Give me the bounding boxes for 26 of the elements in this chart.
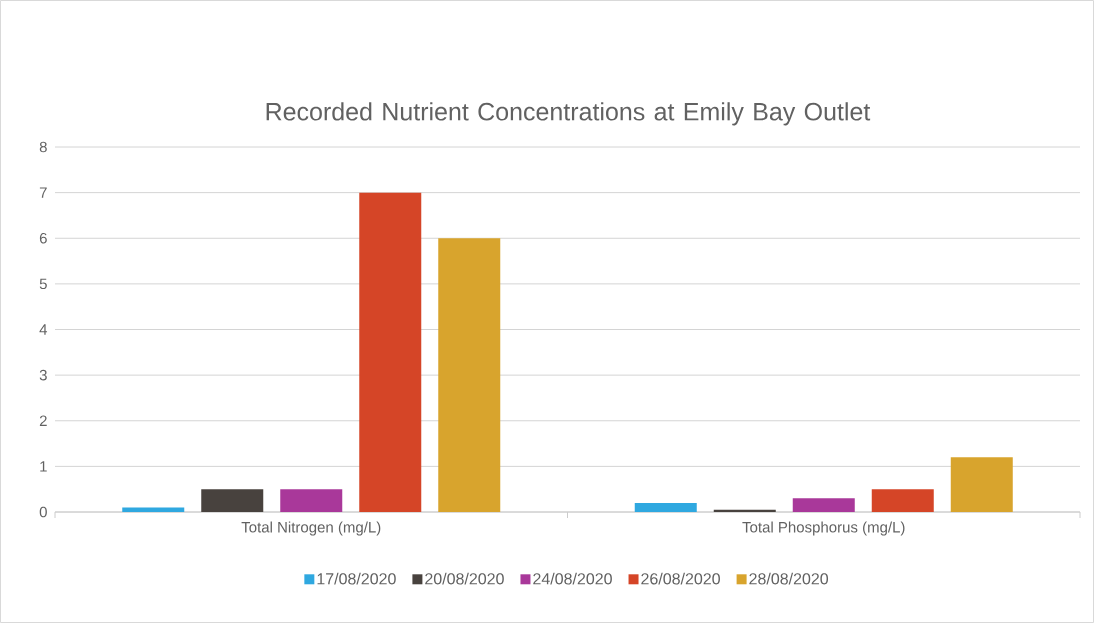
bar bbox=[122, 507, 185, 512]
y-tick-label: 4 bbox=[39, 324, 48, 335]
bar bbox=[280, 489, 343, 512]
bar bbox=[634, 502, 697, 512]
legend-label: 20/08/2020 bbox=[425, 572, 504, 585]
y-tick-label: 6 bbox=[39, 232, 47, 244]
y-tick-label: 2 bbox=[39, 415, 47, 426]
bar bbox=[438, 238, 501, 512]
y-tick-label: 5 bbox=[39, 278, 47, 290]
bar bbox=[871, 489, 934, 512]
bar bbox=[201, 489, 264, 512]
y-tick-label: 7 bbox=[39, 187, 47, 198]
bar bbox=[950, 457, 1013, 512]
y-tick-label: 0 bbox=[39, 506, 47, 518]
x-tick-label: Total Nitrogen (mg/L) bbox=[241, 521, 381, 536]
bar bbox=[359, 192, 422, 512]
legend-label: 17/08/2020 bbox=[317, 572, 396, 585]
x-tick-label: Total Phosphorus (mg/L) bbox=[742, 521, 905, 536]
y-tick-label: 8 bbox=[39, 141, 47, 153]
y-tick-label: 1 bbox=[40, 461, 47, 472]
legend-label: 28/08/2020 bbox=[749, 572, 829, 585]
y-tick-label: 3 bbox=[39, 369, 47, 381]
legend-label: 24/08/2020 bbox=[533, 572, 612, 585]
bar bbox=[792, 498, 855, 512]
chart-title: Recorded Nutrient Concentrations at Emily Bay Outlet bbox=[266, 102, 871, 126]
legend-label: 26/08/2020 bbox=[641, 572, 720, 585]
